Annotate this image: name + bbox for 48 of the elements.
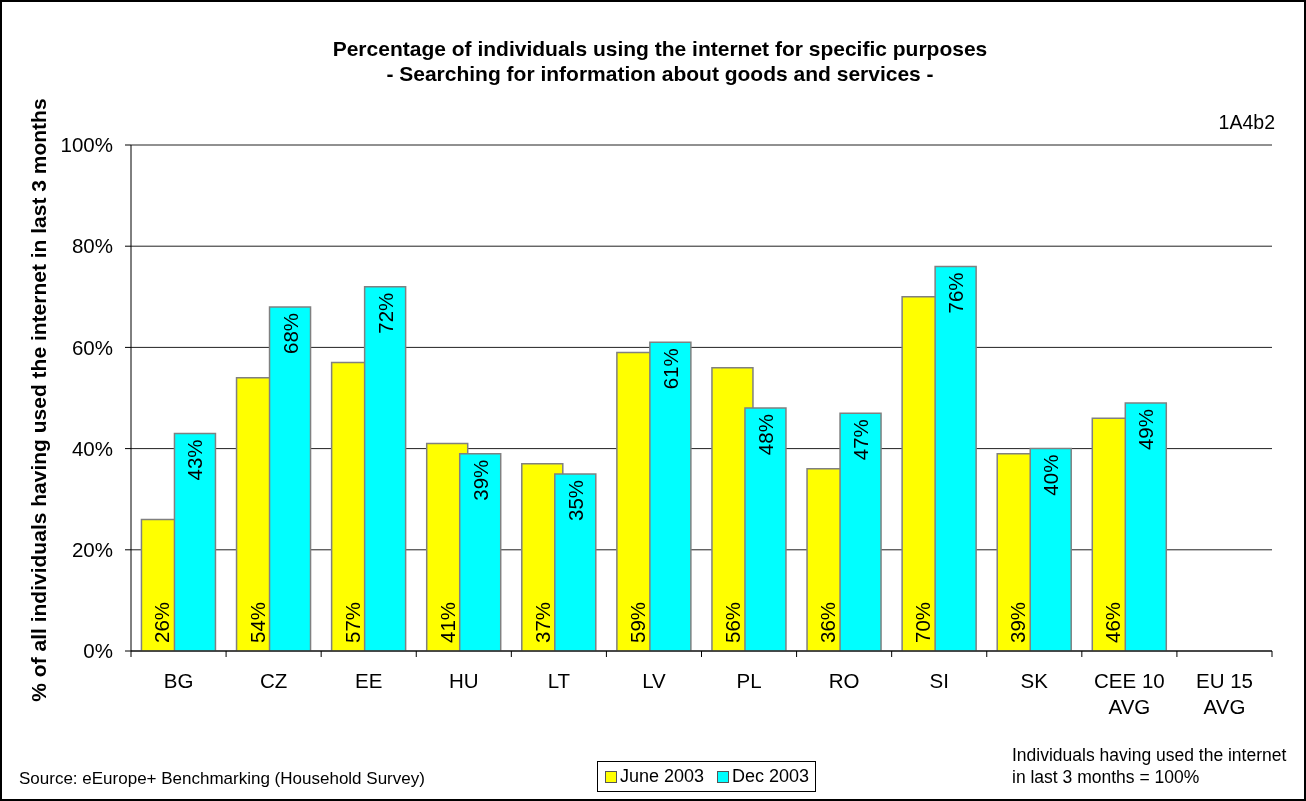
- data-label: 76%: [944, 272, 968, 314]
- x-tick-label: SK: [1020, 669, 1049, 692]
- y-tick-label: 80%: [71, 234, 113, 258]
- x-tick-label: SI: [929, 669, 949, 692]
- data-label: 70%: [911, 601, 935, 643]
- legend-label: Dec 2003: [732, 766, 810, 787]
- y-tick-label: 60%: [71, 335, 113, 359]
- data-label: 57%: [340, 601, 364, 643]
- x-tick-label: EU 15 AVG: [1195, 669, 1253, 718]
- x-tick-label: LV: [642, 669, 667, 692]
- data-label: 26%: [150, 601, 174, 643]
- data-label: 43%: [183, 439, 207, 481]
- y-tick-label: 0%: [83, 639, 113, 663]
- data-label: 49%: [1134, 409, 1158, 451]
- x-tick-label: RO: [828, 669, 860, 692]
- data-label: 54%: [245, 601, 269, 643]
- data-label: 36%: [816, 601, 840, 643]
- data-label: 59%: [625, 601, 649, 643]
- text: Individuals having used the internet in last 3 months = 100%: [1012, 744, 1287, 788]
- text: 1A4b2: [1218, 110, 1275, 134]
- data-label: 35%: [563, 479, 587, 521]
- source-note: Source: eEurope+ Benchmarking (Household Survey): [19, 768, 425, 790]
- data-label: 37%: [530, 601, 554, 643]
- y-tick-label: 20%: [71, 538, 113, 562]
- y-axis-title: % of all individuals having used the internet in last 3 months: [26, 97, 51, 704]
- x-tick-label: HU: [448, 669, 479, 692]
- data-label: 39%: [1006, 601, 1030, 643]
- legend-label: June 2003: [620, 766, 705, 787]
- chart-subtitle: - Searching for information about goods and services -: [385, 61, 935, 86]
- x-tick-label: LT: [547, 669, 571, 692]
- data-label: 41%: [435, 601, 459, 643]
- x-tick-label: BG: [163, 669, 194, 692]
- data-label: 46%: [1101, 601, 1125, 643]
- data-label: 68%: [278, 312, 302, 354]
- x-tick-label: EE: [355, 669, 383, 692]
- data-label: 56%: [720, 601, 744, 643]
- y-tick-label: 100%: [60, 133, 113, 157]
- data-label: 39%: [468, 459, 492, 501]
- y-tick-label: 40%: [71, 436, 113, 460]
- x-tick-label: CEE 10 AVG: [1094, 669, 1165, 718]
- data-label: 48%: [753, 414, 777, 456]
- x-tick-label: PL: [736, 669, 762, 692]
- data-label: 47%: [849, 419, 873, 461]
- x-tick-label: CZ: [259, 669, 288, 692]
- data-label: 61%: [658, 348, 682, 390]
- chart-title: Percentage of individuals using the internet for specific purposes: [331, 36, 989, 61]
- data-label: 40%: [1039, 454, 1063, 496]
- data-label: 72%: [373, 292, 397, 334]
